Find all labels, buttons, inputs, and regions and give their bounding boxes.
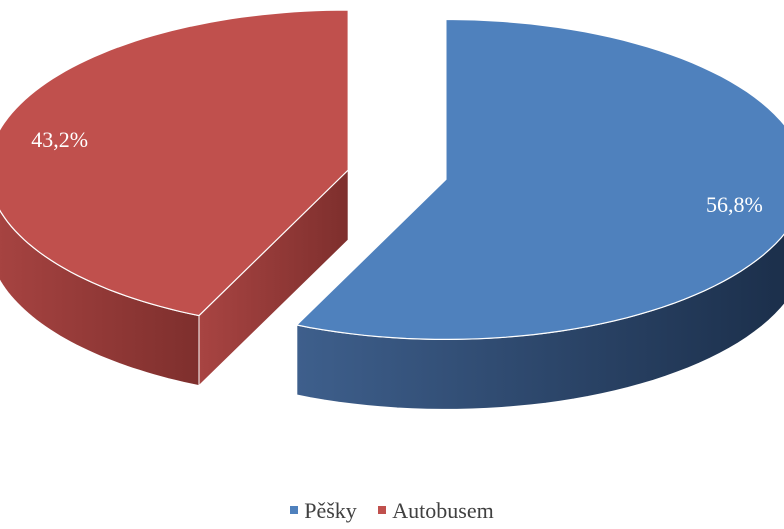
legend-swatch-autobusem bbox=[378, 505, 387, 514]
legend: Pěšky Autobusem bbox=[0, 498, 784, 524]
slice-pesky bbox=[295, 18, 784, 410]
data-label-pesky: 56,8% bbox=[706, 192, 763, 217]
legend-item-autobusem: Autobusem bbox=[378, 498, 494, 524]
slice-top-autobusem bbox=[0, 9, 349, 317]
legend-swatch-pesky bbox=[290, 505, 299, 514]
legend-label-autobusem: Autobusem bbox=[392, 498, 494, 523]
data-label-autobusem: 43,2% bbox=[31, 127, 88, 152]
pie-chart: 56,8% 43,2% bbox=[0, 9, 784, 410]
slice-autobusem bbox=[0, 9, 349, 387]
legend-item-pesky: Pěšky bbox=[290, 498, 357, 524]
legend-label-pesky: Pěšky bbox=[304, 498, 357, 523]
slice-top-pesky bbox=[295, 18, 784, 340]
